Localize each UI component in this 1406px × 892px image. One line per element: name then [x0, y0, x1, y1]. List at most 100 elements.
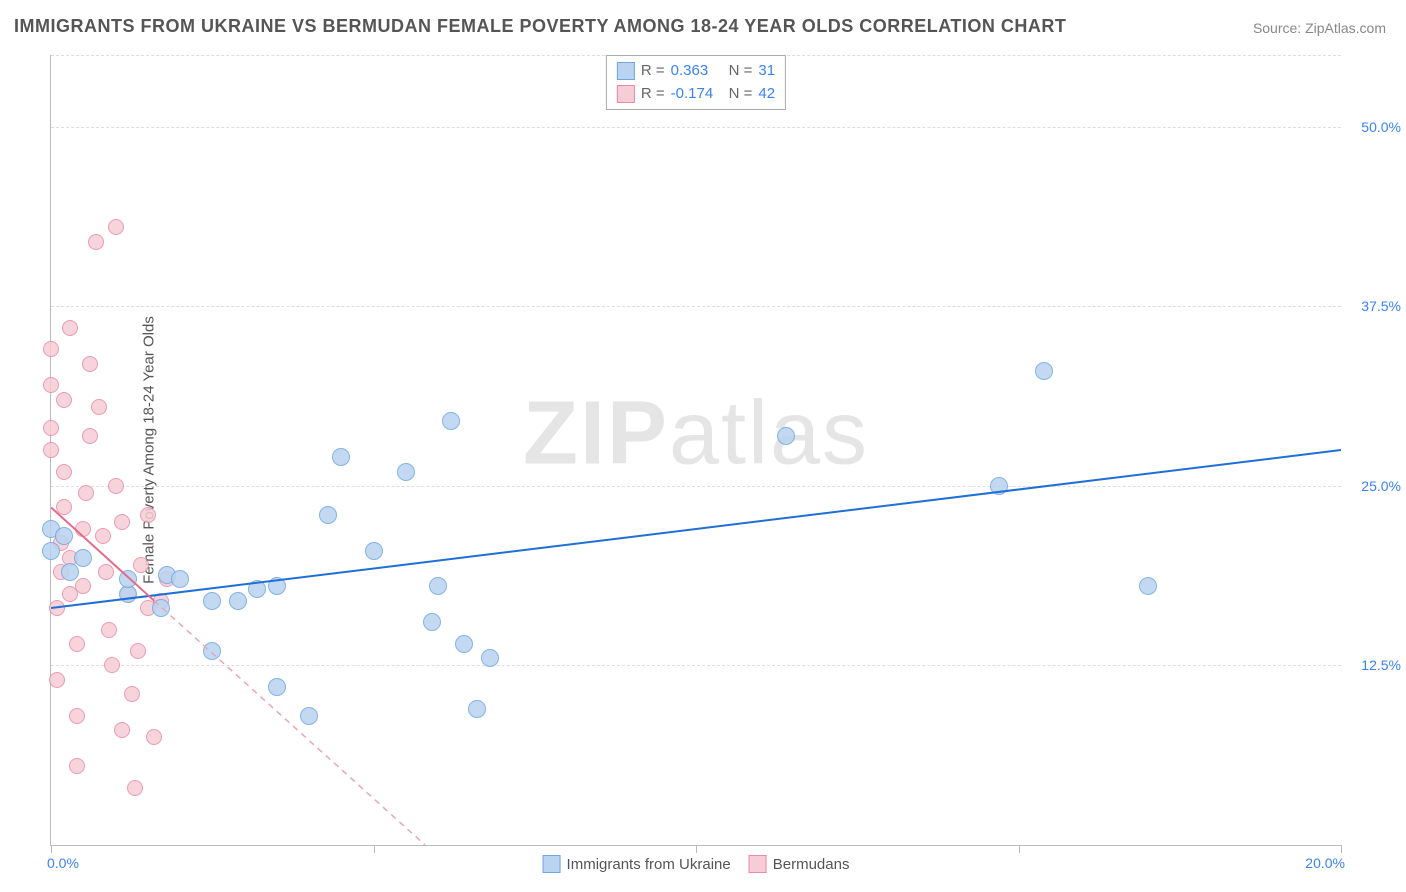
- point-bermudan: [130, 643, 146, 659]
- chart-title: IMMIGRANTS FROM UKRAINE VS BERMUDAN FEMA…: [14, 16, 1066, 37]
- point-ukraine: [55, 527, 73, 545]
- point-ukraine: [442, 412, 460, 430]
- point-bermudan: [56, 392, 72, 408]
- series-legend-item: Bermudans: [749, 855, 850, 873]
- y-axis-title: Female Poverty Among 18-24 Year Olds: [140, 316, 157, 584]
- scatter-chart: Female Poverty Among 18-24 Year Olds ZIP…: [50, 55, 1341, 846]
- point-bermudan: [108, 219, 124, 235]
- point-ukraine: [397, 463, 415, 481]
- point-ukraine: [61, 563, 79, 581]
- grid-line: [51, 127, 1341, 128]
- point-ukraine: [300, 707, 318, 725]
- legend-swatch: [617, 62, 635, 80]
- point-ukraine: [332, 448, 350, 466]
- point-ukraine: [119, 570, 137, 588]
- x-tick: [1019, 845, 1020, 853]
- point-bermudan: [140, 507, 156, 523]
- watermark-suffix: atlas: [669, 384, 869, 484]
- point-bermudan: [69, 758, 85, 774]
- x-tick: [696, 845, 697, 853]
- point-ukraine: [455, 635, 473, 653]
- legend-swatch: [543, 855, 561, 873]
- point-bermudan: [69, 708, 85, 724]
- point-ukraine: [229, 592, 247, 610]
- point-ukraine: [423, 613, 441, 631]
- x-axis-max-label: 20.0%: [1305, 855, 1345, 871]
- x-axis-min-label: 0.0%: [47, 855, 79, 871]
- y-tick-label: 25.0%: [1346, 478, 1401, 494]
- legend-swatch: [749, 855, 767, 873]
- point-ukraine: [42, 542, 60, 560]
- y-tick-label: 37.5%: [1346, 298, 1401, 314]
- source-value: ZipAtlas.com: [1305, 20, 1386, 36]
- point-ukraine: [171, 570, 189, 588]
- r-label: R =: [641, 83, 665, 106]
- n-label: N =: [729, 60, 753, 83]
- correlation-legend-row: R = 0.363 N = 31: [617, 60, 775, 83]
- point-ukraine: [365, 542, 383, 560]
- x-tick: [51, 845, 52, 853]
- point-bermudan: [146, 729, 162, 745]
- point-bermudan: [82, 428, 98, 444]
- point-bermudan: [43, 442, 59, 458]
- watermark-prefix: ZIP: [523, 384, 669, 484]
- point-bermudan: [56, 464, 72, 480]
- point-bermudan: [127, 780, 143, 796]
- point-bermudan: [108, 478, 124, 494]
- point-ukraine: [203, 592, 221, 610]
- point-bermudan: [124, 686, 140, 702]
- r-value: -0.174: [671, 83, 723, 106]
- point-ukraine: [268, 678, 286, 696]
- point-ukraine: [468, 700, 486, 718]
- point-bermudan: [78, 485, 94, 501]
- x-tick: [1341, 845, 1342, 853]
- x-tick: [374, 845, 375, 853]
- point-ukraine: [152, 599, 170, 617]
- point-bermudan: [43, 341, 59, 357]
- point-ukraine: [777, 427, 795, 445]
- point-bermudan: [75, 578, 91, 594]
- source-label: Source:: [1253, 20, 1305, 36]
- correlation-legend: R = 0.363N = 31R = -0.174N = 42: [606, 55, 786, 110]
- grid-line: [51, 665, 1341, 666]
- trend-lines: [51, 55, 1341, 845]
- n-value: 31: [758, 60, 775, 83]
- point-bermudan: [62, 320, 78, 336]
- point-bermudan: [114, 514, 130, 530]
- grid-line: [51, 306, 1341, 307]
- point-bermudan: [69, 636, 85, 652]
- y-tick-label: 50.0%: [1346, 119, 1401, 135]
- r-value: 0.363: [671, 60, 723, 83]
- point-ukraine: [1035, 362, 1053, 380]
- point-ukraine: [74, 549, 92, 567]
- y-tick-label: 12.5%: [1346, 657, 1401, 673]
- point-ukraine: [429, 577, 447, 595]
- watermark: ZIPatlas: [523, 383, 869, 486]
- point-ukraine: [481, 649, 499, 667]
- point-bermudan: [98, 564, 114, 580]
- point-bermudan: [91, 399, 107, 415]
- point-bermudan: [56, 499, 72, 515]
- point-bermudan: [49, 672, 65, 688]
- point-bermudan: [43, 420, 59, 436]
- point-bermudan: [101, 622, 117, 638]
- point-bermudan: [82, 356, 98, 372]
- grid-line: [51, 486, 1341, 487]
- series-legend-item: Immigrants from Ukraine: [543, 855, 731, 873]
- point-bermudan: [114, 722, 130, 738]
- point-bermudan: [104, 657, 120, 673]
- legend-swatch: [617, 85, 635, 103]
- series-legend: Immigrants from Ukraine Bermudans: [543, 855, 850, 873]
- point-ukraine: [203, 642, 221, 660]
- point-bermudan: [88, 234, 104, 250]
- correlation-legend-row: R = -0.174N = 42: [617, 83, 775, 106]
- n-label: N =: [729, 83, 753, 106]
- series-legend-label: Immigrants from Ukraine: [567, 856, 731, 873]
- r-label: R =: [641, 60, 665, 83]
- point-ukraine: [248, 580, 266, 598]
- point-ukraine: [268, 577, 286, 595]
- point-ukraine: [1139, 577, 1157, 595]
- series-legend-label: Bermudans: [773, 856, 850, 873]
- point-bermudan: [95, 528, 111, 544]
- point-bermudan: [49, 600, 65, 616]
